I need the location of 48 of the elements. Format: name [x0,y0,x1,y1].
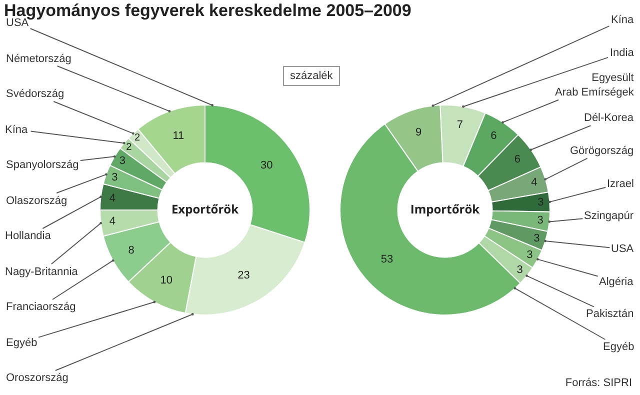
slice-label: Franciaország [6,301,76,313]
data-label: 6 [514,153,520,166]
slice-label: Dél-Korea [584,112,634,124]
slice-label: Izrael [607,178,634,190]
data-label: 10 [160,274,172,286]
data-label: 3 [537,214,544,227]
text: Importőrök [410,200,480,218]
data-label: 3 [526,249,533,262]
data-label: 4 [109,192,116,204]
slice-label: Kína [5,124,29,136]
slice-label: Egyéb [6,337,38,349]
slice-label: Nagy-Britannia [5,266,79,278]
slice-label: Kína [611,14,635,26]
data-label: 2 [126,142,132,153]
slice-label: Spanyolország [6,159,79,171]
data-label: 7 [456,119,464,132]
chart-title: Hagyományos fegyverek kereskedelme 2005–2009 [4,1,412,20]
slice-label: Oroszország [6,372,68,384]
data-label: 8 [128,244,134,257]
data-label: 3 [112,171,118,184]
text: Exportőrök [171,200,240,218]
data-label: 30 [260,159,273,172]
slice-label: USA [611,243,634,255]
slice-label: Pakisztán [586,308,634,320]
slice-label: Németország [6,53,72,65]
slice-label: Hollandia [5,230,52,242]
data-label: 4 [531,176,538,189]
text: százalék [283,66,340,86]
data-label: 23 [238,270,250,282]
slice-label: Olaszország [6,195,68,207]
data-label: 4 [109,216,116,228]
data-label: 53 [380,253,394,266]
data-label: 6 [490,130,497,142]
slice-label: Egyesült Arab Emírségek [555,72,634,98]
slice-label: Algéria [599,276,634,288]
slice-label: Egyéb [603,341,634,353]
slice-label: Szingapúr [584,210,634,222]
data-label: 9 [415,126,422,138]
data-label: 3 [538,196,544,209]
slice-label: India [610,47,635,59]
text: Forrás: SIPRI [565,377,632,389]
slice-label: Svédország [6,88,64,100]
data-label: 3 [534,232,540,244]
slice-label: Görögország [570,145,634,157]
data-label: 3 [119,155,126,168]
data-label: 2 [134,132,141,144]
data-label: 3 [516,264,523,276]
data-label: 11 [172,130,184,142]
